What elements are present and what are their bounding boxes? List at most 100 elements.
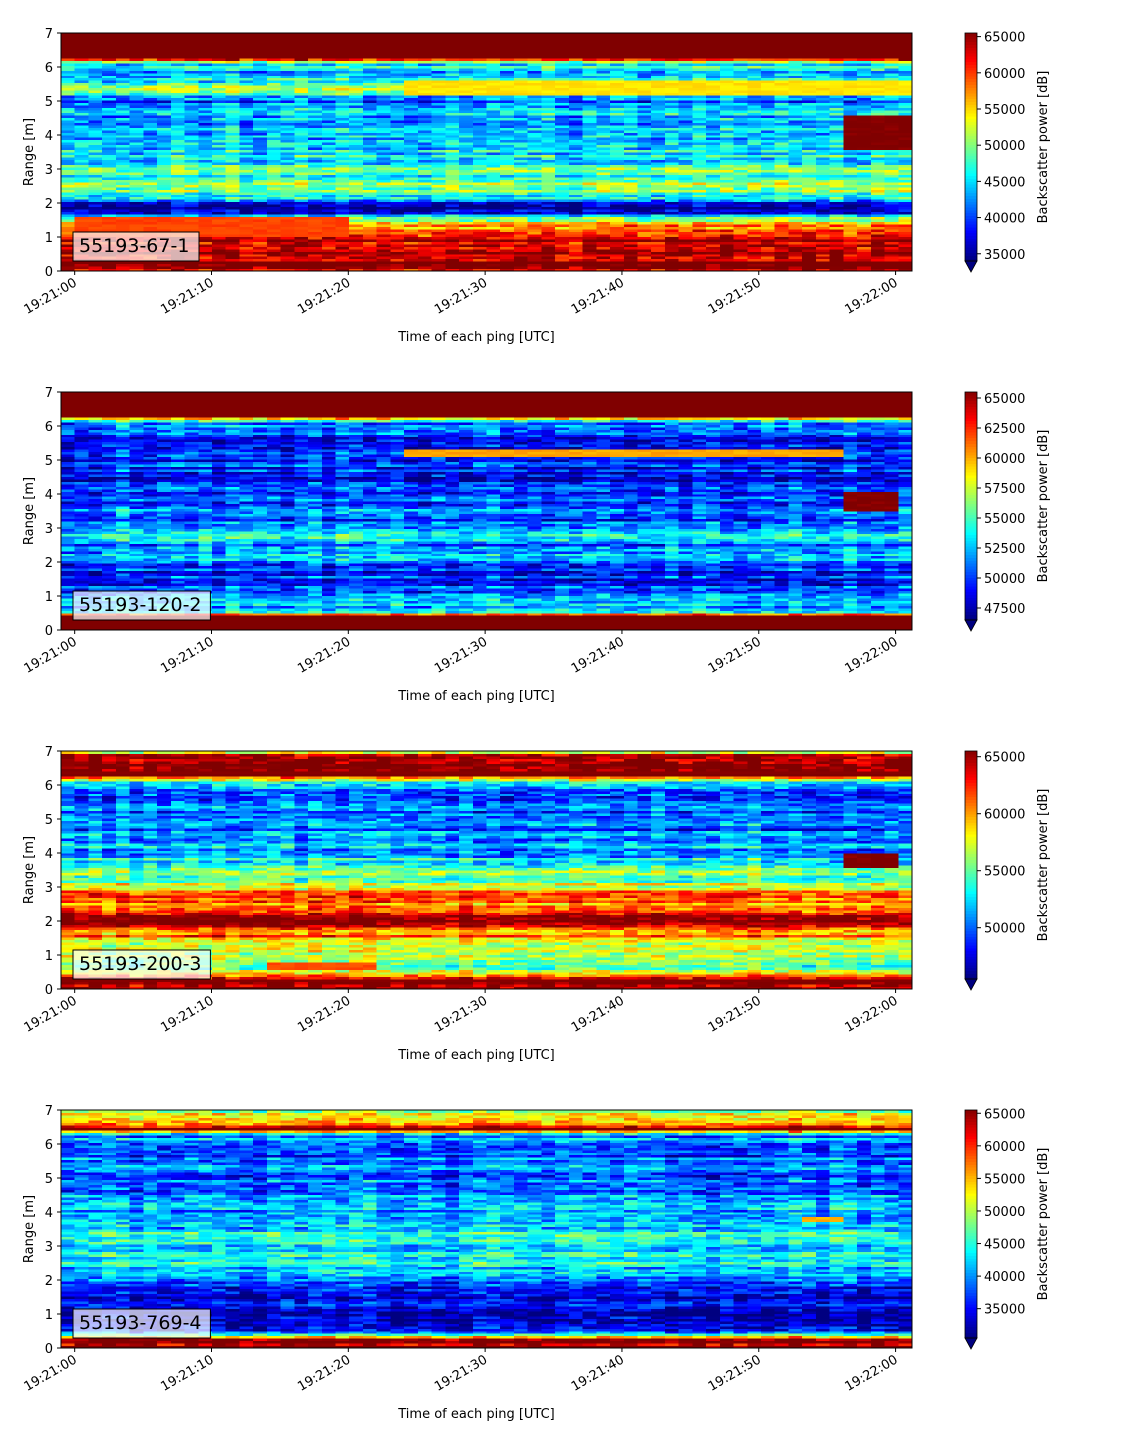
heatmap-cell	[253, 238, 268, 242]
heatmap-cell	[198, 72, 213, 76]
heatmap-cell	[321, 263, 337, 267]
heatmap-cell	[129, 33, 144, 37]
heatmap-cell	[61, 134, 76, 138]
heatmap-cell	[170, 77, 186, 81]
heatmap-cell	[266, 218, 282, 223]
heatmap-cell	[143, 226, 158, 230]
heatmap-cell	[61, 127, 76, 131]
heatmap-cell	[74, 124, 90, 128]
heatmap-cell	[102, 149, 117, 153]
heatmap-cell	[170, 152, 186, 156]
heatmap-cell	[225, 253, 241, 257]
heatmap-cell	[102, 33, 117, 37]
heatmap-cell	[170, 213, 186, 218]
heatmap-cell	[74, 174, 90, 178]
heatmap-cell	[335, 87, 350, 91]
heatmap-cell	[115, 169, 131, 173]
heatmap-cell	[115, 209, 131, 213]
heatmap-cell	[294, 119, 309, 123]
heatmap-cell	[225, 211, 241, 215]
heatmap-cell	[211, 45, 227, 49]
heatmap-cell	[170, 176, 186, 180]
heatmap-cell	[102, 37, 117, 42]
heatmap-cell	[143, 70, 158, 74]
heatmap-cell	[335, 124, 350, 128]
heatmap-cell	[225, 67, 241, 71]
heatmap-cell	[143, 109, 158, 113]
heatmap-cell	[198, 33, 213, 37]
heatmap-cell	[321, 124, 337, 128]
heatmap-cell	[143, 209, 158, 213]
heatmap-cell	[198, 159, 213, 163]
heatmap-cell	[143, 149, 158, 153]
heatmap-cell	[88, 171, 103, 175]
heatmap-cell	[115, 213, 131, 218]
heatmap-cell	[61, 104, 76, 108]
heatmap-cell	[225, 132, 241, 136]
heatmap-cell	[61, 149, 76, 153]
heatmap-cell	[266, 186, 282, 190]
heatmap-cell	[198, 102, 213, 106]
heatmap-cell	[294, 233, 309, 237]
heatmap-cell	[157, 50, 172, 54]
heatmap-cell	[294, 149, 309, 153]
heatmap-cell	[61, 72, 76, 76]
heatmap-cell	[88, 72, 103, 76]
heatmap-cell	[88, 226, 103, 230]
heatmap-cell	[61, 77, 76, 81]
heatmap-cell	[157, 147, 172, 151]
heatmap-cell	[321, 261, 337, 265]
heatmap-cell	[335, 65, 350, 69]
heatmap-cell	[129, 164, 144, 168]
heatmap-cell	[335, 139, 350, 143]
heatmap-cell	[294, 159, 309, 163]
heatmap-cell	[129, 199, 144, 203]
heatmap-cell	[115, 87, 131, 91]
heatmap-cell	[157, 194, 172, 198]
heatmap-cell	[211, 248, 227, 252]
heatmap-cell	[253, 263, 268, 267]
heatmap-cell	[184, 201, 199, 205]
heatmap-cell	[61, 251, 76, 255]
heatmap-cell	[143, 77, 158, 81]
heatmap-cell	[74, 94, 90, 99]
heatmap-cell	[308, 112, 323, 116]
heatmap-cell	[198, 92, 213, 96]
heatmap-cell	[335, 104, 350, 108]
heatmap-cell	[88, 33, 103, 37]
heatmap-cell	[266, 248, 282, 252]
heatmap-cell	[266, 204, 282, 208]
heatmap-cell	[253, 164, 268, 168]
heatmap-cell	[225, 196, 241, 200]
heatmap-cell	[184, 152, 199, 156]
heatmap-cell	[198, 156, 213, 161]
heatmap-cell	[184, 176, 199, 180]
heatmap-cell	[102, 67, 117, 71]
heatmap-cell	[115, 40, 131, 44]
heatmap-cell	[143, 99, 158, 104]
heatmap-cell	[294, 223, 309, 227]
heatmap-cell	[266, 114, 282, 118]
heatmap-cell	[143, 122, 158, 126]
heatmap-cell	[184, 144, 199, 148]
heatmap-cell	[115, 223, 131, 227]
heatmap-cell	[157, 156, 172, 161]
heatmap-cell	[239, 67, 254, 71]
heatmap-cell	[321, 154, 337, 158]
heatmap-cell	[308, 134, 323, 138]
heatmap-cell	[88, 189, 103, 193]
heatmap-cell	[239, 266, 254, 270]
heatmap-cell	[239, 256, 254, 260]
heatmap-cell	[61, 57, 76, 61]
heatmap-cell	[88, 67, 103, 71]
heatmap-cell	[280, 176, 295, 180]
heatmap-cell	[211, 137, 227, 141]
heatmap-cell	[198, 216, 213, 220]
heatmap-cell	[321, 206, 337, 210]
heatmap-cell	[102, 114, 117, 118]
heatmap-cell	[88, 70, 103, 74]
heatmap-cell	[225, 94, 241, 99]
heatmap-cell	[102, 216, 117, 220]
heatmap-cell	[335, 134, 350, 138]
heatmap-cell	[266, 243, 282, 247]
